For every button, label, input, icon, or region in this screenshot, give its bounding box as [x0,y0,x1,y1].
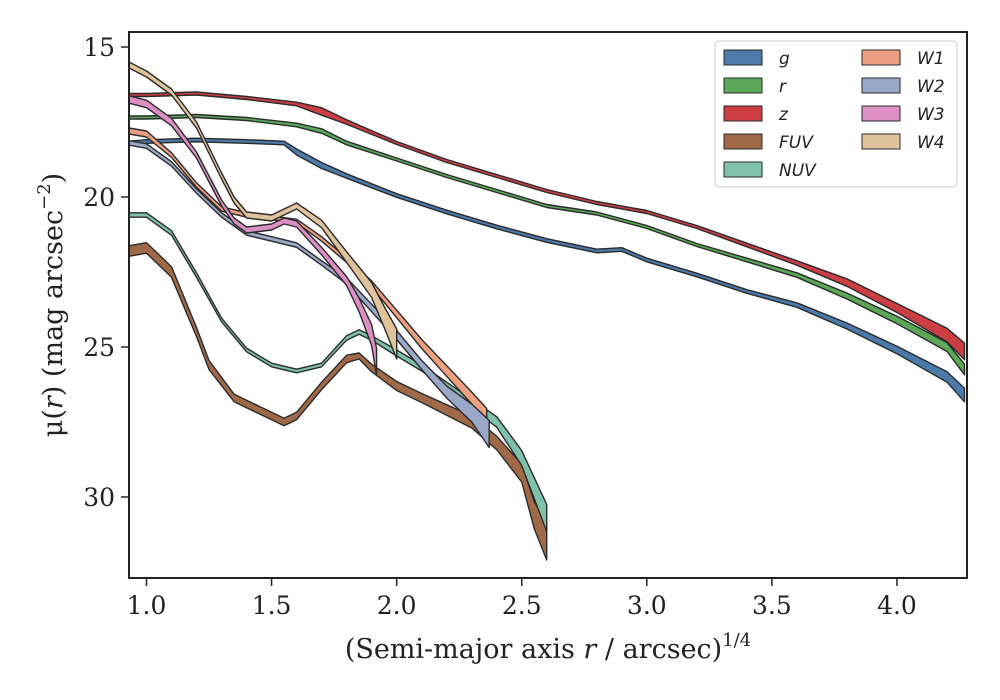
series-band-fuv [129,242,548,561]
x-axis: 1.0 1.5 2.0 2.5 3.0 3.5 4.0 [127,578,917,620]
series-layer [129,61,966,561]
legend-label-w3: W3 [917,105,945,125]
legend: grz FUV NUV W1 W2 W3 W4 [714,40,958,188]
x-tick-label: 4.0 [877,591,917,620]
y-tick-label: 25 [83,333,115,362]
y-axis-title: μ(r) (mag arcsec−2) [34,173,69,437]
legend-swatch-g [723,49,763,66]
y-tick-label: 20 [83,183,115,212]
legend-swatch-w1 [861,49,901,66]
y-axis: 15 20 25 30 [83,33,129,512]
legend-label-nuv: NUV [779,161,817,181]
x-tick-label: 3.0 [627,591,667,620]
legend-swatch-fuv [723,133,763,150]
x-tick-label: 1.0 [127,591,167,620]
legend-label-g: g [779,49,790,69]
plot-frame [128,31,968,579]
legend-swatch-w3 [861,105,901,122]
legend-swatch-w2 [861,77,901,94]
x-tick-label: 1.5 [252,591,292,620]
y-tick-label: 15 [83,33,115,62]
x-tick-label: 2.0 [377,591,417,620]
legend-label-w4: W4 [917,133,945,153]
legend-swatch-w4 [861,133,901,150]
legend-swatch-r [723,77,763,94]
series-band-r [129,113,966,376]
legend-label-r: r [779,77,787,97]
series-band-nuv [129,212,548,533]
legend-label-fuv: FUV [779,133,814,153]
legend-swatch-z [723,105,763,122]
legend-swatch-nuv [723,161,763,178]
legend-label-w1: W1 [917,49,945,69]
y-tick-label: 30 [83,483,115,512]
series-band-w4 [129,61,398,360]
x-axis-title: (Semi-major axis r / arcsec)1/4 [345,630,751,665]
series-band-g [129,137,966,403]
x-tick-label: 2.5 [502,591,542,620]
series-band-z [129,91,966,361]
legend-label-z: z [778,105,789,125]
x-tick-label: 3.5 [752,591,792,620]
legend-label-w2: W2 [917,77,945,97]
series-band-w3 [129,95,378,377]
